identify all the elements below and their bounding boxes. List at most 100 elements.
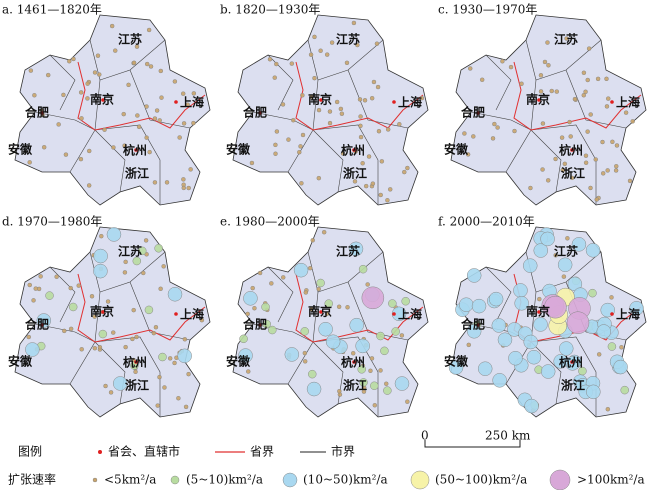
panel-title: b. 1820—1930年 [220, 3, 320, 17]
rate-circle [316, 286, 321, 292]
rate-circle [155, 403, 160, 408]
rate-circle [302, 350, 308, 356]
capital-dot [174, 312, 178, 316]
rate-circle [293, 262, 309, 278]
rate-circle [31, 298, 36, 303]
rate-circle [151, 330, 157, 336]
rate-circle [27, 282, 32, 288]
city-border [530, 124, 597, 205]
rate-circle [309, 94, 314, 100]
rate-circle [109, 23, 115, 29]
rate-circle [131, 60, 137, 66]
rate-circle [519, 81, 524, 87]
city-border [530, 129, 562, 193]
city-border [49, 54, 76, 111]
place-label: 杭州 [123, 355, 147, 370]
rate-circle [312, 34, 317, 40]
legend-rate-symbol [282, 472, 298, 488]
rate-circle [191, 120, 196, 126]
rate-circle [533, 243, 549, 258]
rate-circle [297, 149, 302, 155]
rate-circle [605, 168, 610, 173]
rate-circle [565, 236, 570, 241]
city-border [129, 69, 191, 129]
capital-dot [392, 312, 396, 316]
rate-circle [164, 180, 170, 185]
city-border [94, 341, 126, 405]
rate-circle [358, 123, 363, 129]
place-label: 上海 [398, 95, 422, 110]
rate-circle [363, 183, 369, 189]
rate-circle [379, 159, 385, 164]
rate-circle [303, 290, 309, 295]
rate-circle [586, 46, 592, 51]
rate-circle [526, 349, 542, 365]
rate-circle [378, 192, 383, 198]
capital-dot [258, 323, 262, 327]
rate-circle [284, 347, 300, 362]
place-label: 江苏 [118, 32, 142, 47]
place-label: 江苏 [118, 244, 142, 259]
rate-circle [152, 116, 158, 121]
rate-circle [250, 285, 255, 291]
city-border [94, 129, 126, 193]
rate-circle [497, 332, 513, 347]
rate-circle [280, 102, 286, 107]
rate-circle [459, 297, 474, 312]
rate-circle [68, 326, 74, 332]
rate-circle [98, 329, 108, 339]
rate-circle [268, 325, 277, 335]
rate-circle [567, 119, 572, 125]
rate-circle [614, 164, 619, 169]
rate-circle [361, 389, 367, 394]
rate-circle [607, 342, 617, 351]
rate-circle [122, 143, 127, 148]
rate-circle [545, 40, 550, 45]
legend-label: <5km²/a [104, 473, 156, 487]
rate-circle [358, 114, 363, 119]
rate-circle [188, 167, 193, 172]
rate-circle [385, 127, 391, 132]
rate-circle [134, 44, 140, 49]
city-border [34, 323, 96, 343]
rate-circle [318, 321, 333, 337]
rate-circle [181, 185, 187, 191]
rate-circle [112, 376, 128, 391]
rate-circle [286, 137, 291, 142]
place-label: 杭州 [559, 355, 583, 370]
capital-dot [610, 100, 614, 104]
capital-dot [40, 323, 44, 327]
capital-dot [537, 98, 541, 102]
legend-label: >100km²/a [577, 473, 645, 487]
panel-title: c. 1930—1970年 [438, 3, 537, 17]
legend-label: 省会、直辖市 [108, 444, 180, 459]
rate-circle [137, 246, 147, 256]
capital-dot [319, 98, 323, 102]
rate-circle [86, 148, 92, 154]
rate-circle [183, 404, 189, 410]
rate-circle [391, 306, 407, 322]
rate-circle [369, 356, 375, 361]
city-border [34, 111, 96, 131]
rate-circle [376, 331, 385, 341]
city-border [347, 281, 409, 341]
rate-circle [508, 64, 514, 70]
rate-circle [289, 61, 295, 66]
rate-circle [92, 70, 98, 75]
rate-circle [86, 183, 92, 188]
rate-circle [560, 167, 566, 173]
rate-circle [585, 243, 601, 258]
rate-circle [360, 161, 365, 166]
rate-circle [492, 373, 507, 388]
province-border [77, 273, 206, 343]
place-label: 合肥 [25, 105, 49, 120]
place-label: 浙江 [561, 166, 585, 181]
rate-circle [89, 294, 95, 299]
rate-circle [68, 285, 73, 291]
rate-circle [85, 81, 90, 86]
rate-circle [613, 359, 628, 375]
rate-circle [123, 259, 128, 265]
place-label: 安徽 [444, 142, 469, 157]
rate-circle [604, 104, 610, 109]
